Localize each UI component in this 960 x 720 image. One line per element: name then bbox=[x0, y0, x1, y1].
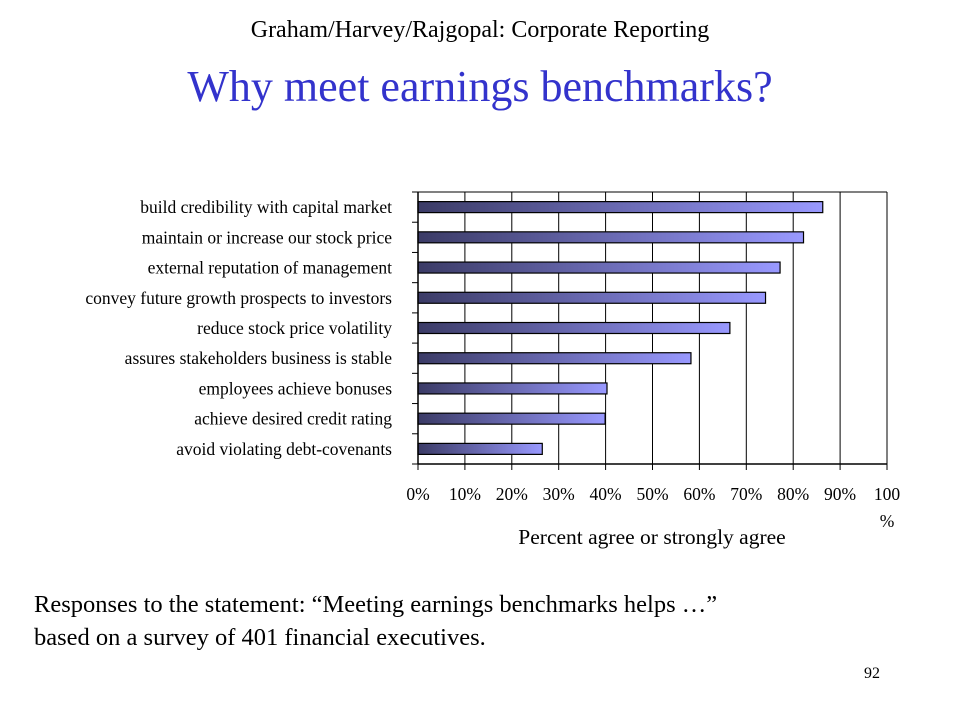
bar bbox=[417, 442, 543, 455]
bars-layer bbox=[417, 201, 824, 455]
slide-title: Why meet earnings benchmarks? bbox=[187, 62, 773, 111]
x-tick-label: 60% bbox=[683, 484, 715, 504]
category-label: employees achieve bonuses bbox=[199, 378, 393, 398]
x-tick-label: 70% bbox=[730, 484, 762, 504]
caption: Responses to the statement: “Meeting ear… bbox=[34, 588, 934, 654]
x-axis-title: Percent agree or strongly agree bbox=[518, 525, 785, 549]
bar bbox=[417, 321, 731, 335]
x-tick-label: 10% bbox=[449, 484, 481, 504]
slide-header: Graham/Harvey/Rajgopal: Corporate Report… bbox=[250, 17, 710, 43]
bar bbox=[417, 201, 824, 214]
labels-layer: build credibility with capital market mai… bbox=[85, 197, 900, 549]
page-number: 92 bbox=[864, 665, 880, 682]
category-label: achieve desired credit rating bbox=[194, 409, 392, 429]
category-label: build credibility with capital market bbox=[140, 197, 392, 217]
category-label: external reputation of management bbox=[148, 258, 393, 278]
x-tick-label: 30% bbox=[543, 484, 575, 504]
bar-chart: build credibility with capital market mai… bbox=[85, 191, 900, 549]
bar bbox=[417, 231, 805, 244]
bar bbox=[417, 412, 606, 425]
category-label: reduce stock price volatility bbox=[197, 318, 392, 338]
category-label: avoid violating debt-covenants bbox=[176, 439, 392, 459]
bar bbox=[417, 291, 767, 304]
x-tick-label-suffix: % bbox=[880, 511, 895, 531]
category-label: maintain or increase our stock price bbox=[142, 227, 392, 247]
x-tick-label: 50% bbox=[636, 484, 668, 504]
bar bbox=[417, 352, 692, 365]
category-label: convey future growth prospects to invest… bbox=[85, 288, 392, 308]
bar bbox=[417, 382, 608, 395]
x-tick-label: 100 bbox=[874, 484, 901, 504]
x-tick-label: 20% bbox=[496, 484, 528, 504]
x-tick-label: 80% bbox=[777, 484, 809, 504]
caption-line-1: Responses to the statement: “Meeting ear… bbox=[34, 591, 718, 618]
category-label: assures stakeholders business is stable bbox=[125, 348, 393, 368]
x-tick-label: 0% bbox=[406, 484, 429, 504]
caption-line-2: based on a survey of 401 financial execu… bbox=[34, 624, 486, 651]
x-tick-label: 40% bbox=[590, 484, 622, 504]
bar bbox=[417, 261, 781, 274]
axis-layer bbox=[412, 191, 888, 470]
x-tick-label: 90% bbox=[824, 484, 856, 504]
